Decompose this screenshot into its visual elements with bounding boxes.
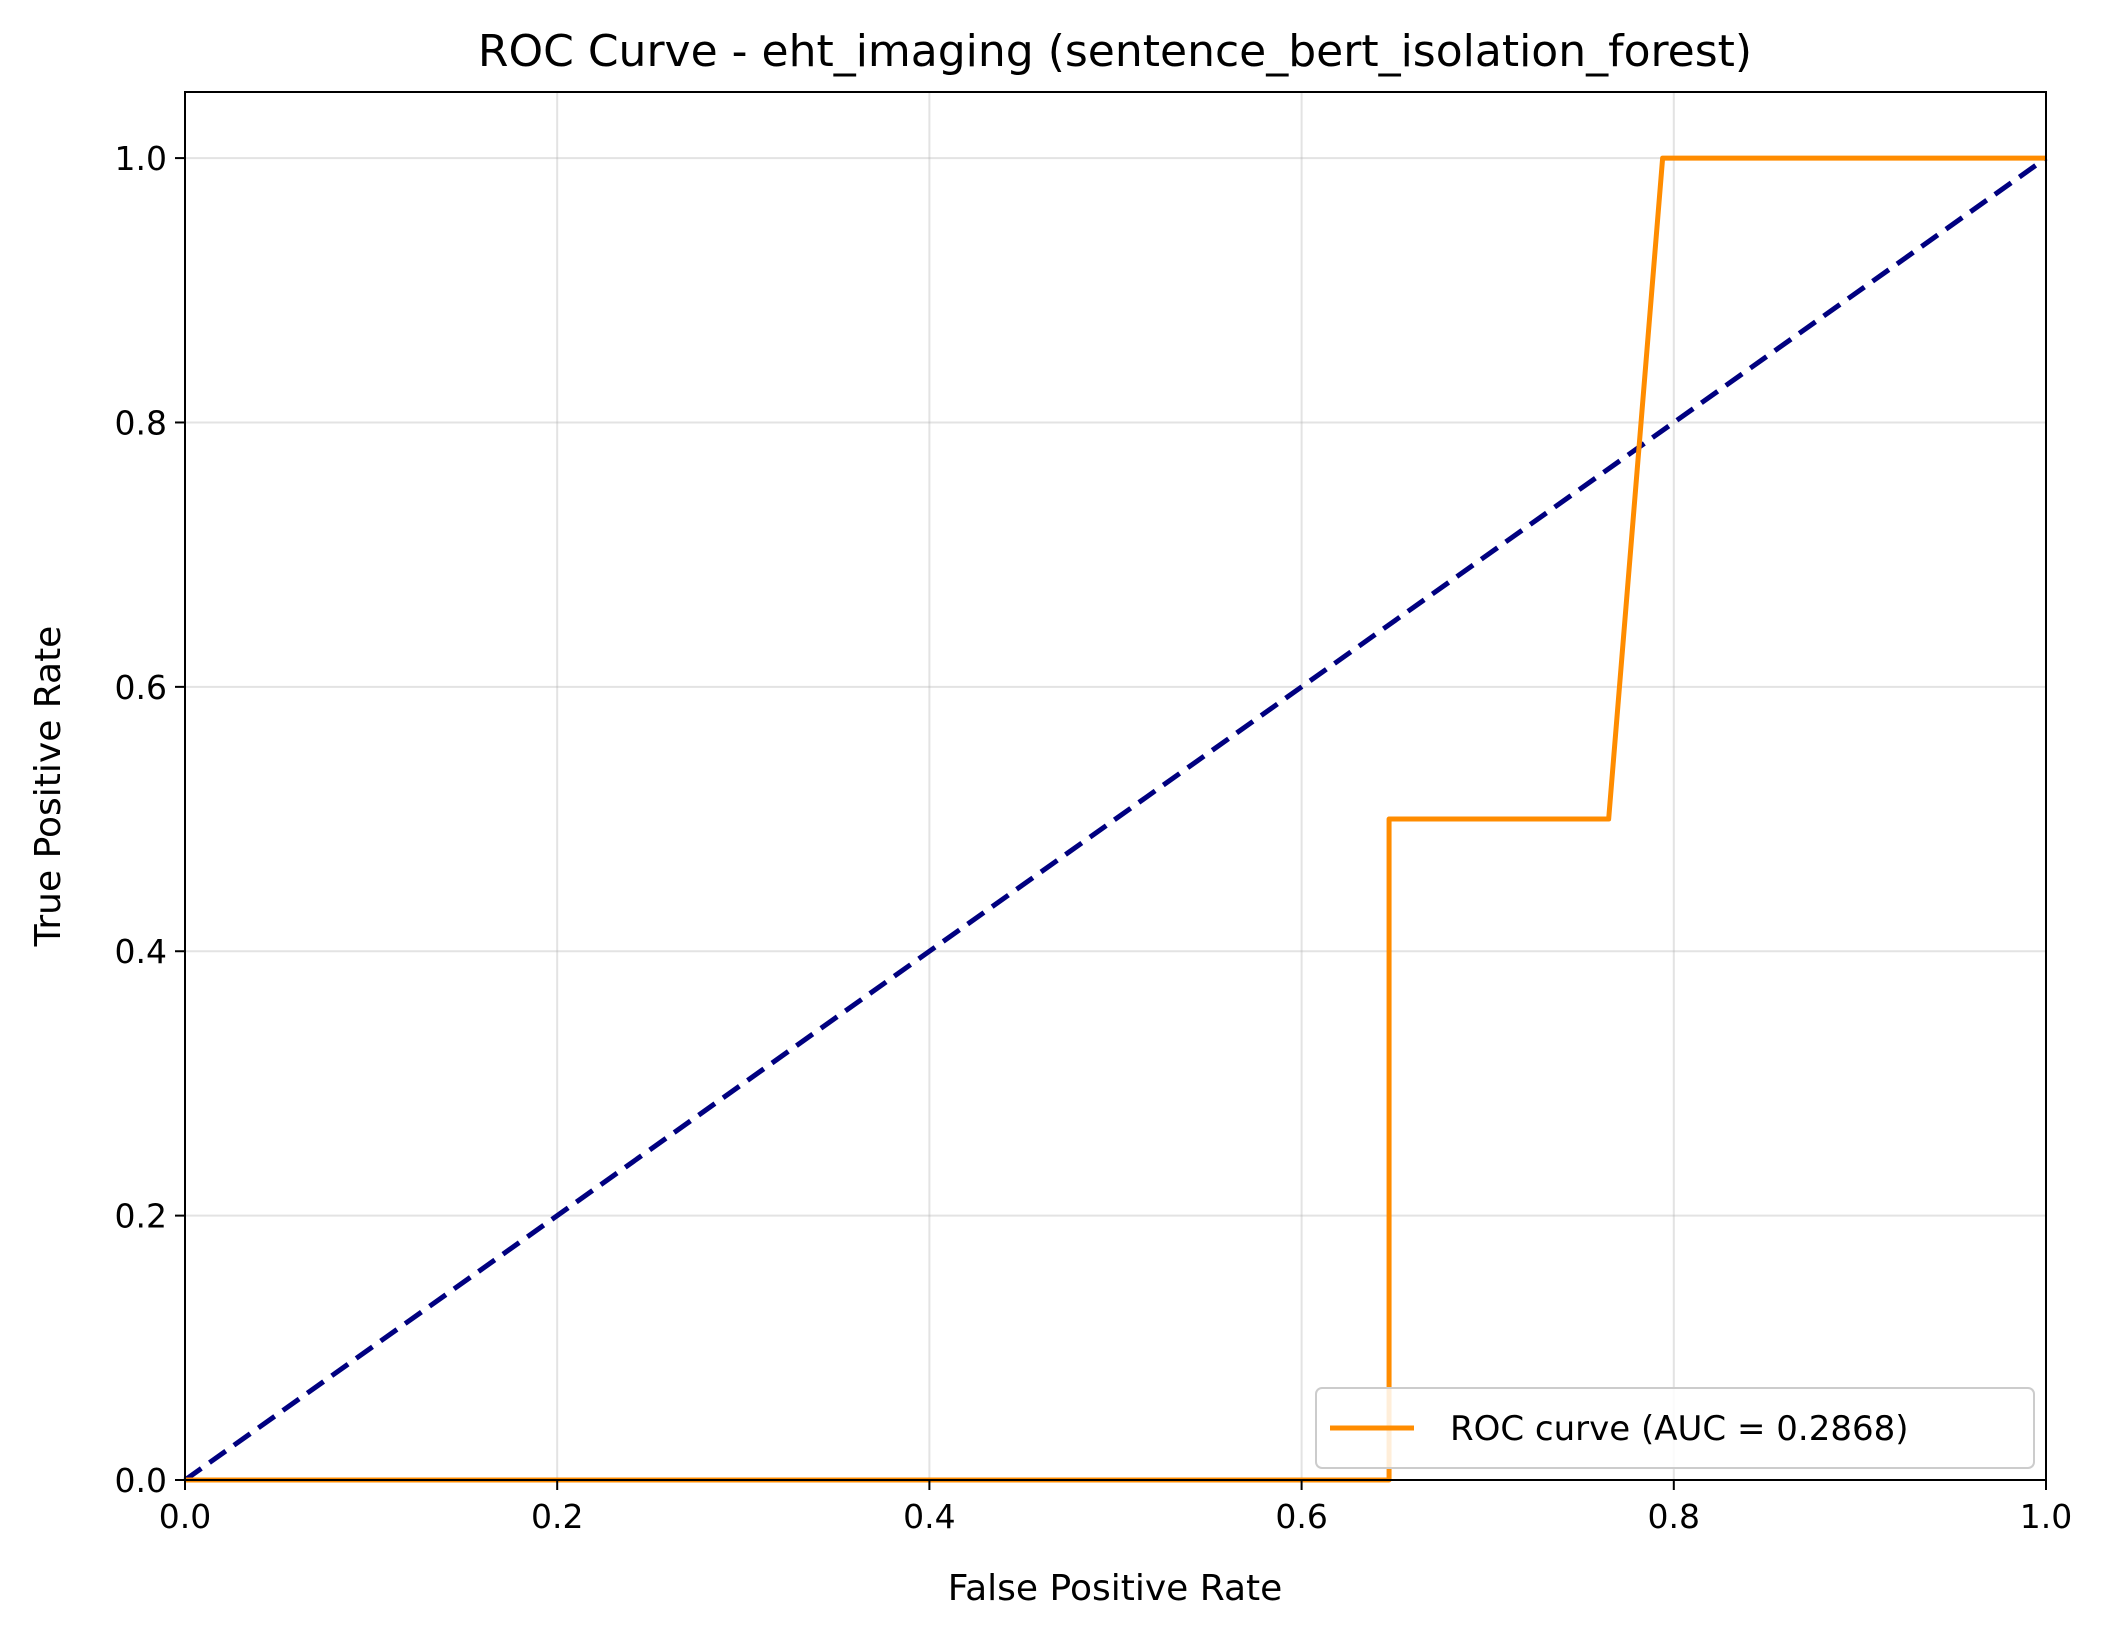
x-tick-label: 0.0 bbox=[159, 1497, 211, 1536]
y-axis-label: True Positive Rate bbox=[28, 626, 69, 948]
y-tick-label: 1.0 bbox=[115, 139, 167, 178]
chance-diagonal-line bbox=[183, 156, 2048, 1483]
legend-label-roc-curve: ROC curve (AUC = 0.2868) bbox=[1450, 1409, 1909, 1449]
series-layer bbox=[183, 155, 2048, 1483]
y-tick-label: 0.6 bbox=[115, 668, 167, 707]
x-axis-label: False Positive Rate bbox=[948, 1568, 1283, 1609]
ticks: 0.0 0.2 0.4 0.6 0.8 1.0 0.0 0.2 0.4 0.6 0.8 1.0 bbox=[115, 139, 2073, 1536]
plot-frame bbox=[184, 91, 2047, 1481]
y-tick-label: 0.0 bbox=[115, 1461, 167, 1500]
x-tick-label: 0.2 bbox=[531, 1497, 583, 1536]
legend: ROC curve (AUC = 0.2868) bbox=[1315, 1387, 2035, 1469]
x-tick-label: 0.6 bbox=[1275, 1497, 1327, 1536]
x-tick-label: 1.0 bbox=[2020, 1497, 2072, 1536]
grid bbox=[184, 92, 2047, 1481]
legend-box bbox=[1315, 1387, 2035, 1469]
x-tick-label: 0.8 bbox=[1648, 1497, 1700, 1536]
x-tick-label: 0.4 bbox=[903, 1497, 955, 1536]
y-tick-label: 0.4 bbox=[115, 932, 167, 971]
y-tick-label: 0.2 bbox=[115, 1197, 167, 1236]
y-tick-label: 0.8 bbox=[115, 403, 167, 442]
chart-title: ROC Curve - eht_imaging (sentence_bert_i… bbox=[478, 26, 1752, 77]
